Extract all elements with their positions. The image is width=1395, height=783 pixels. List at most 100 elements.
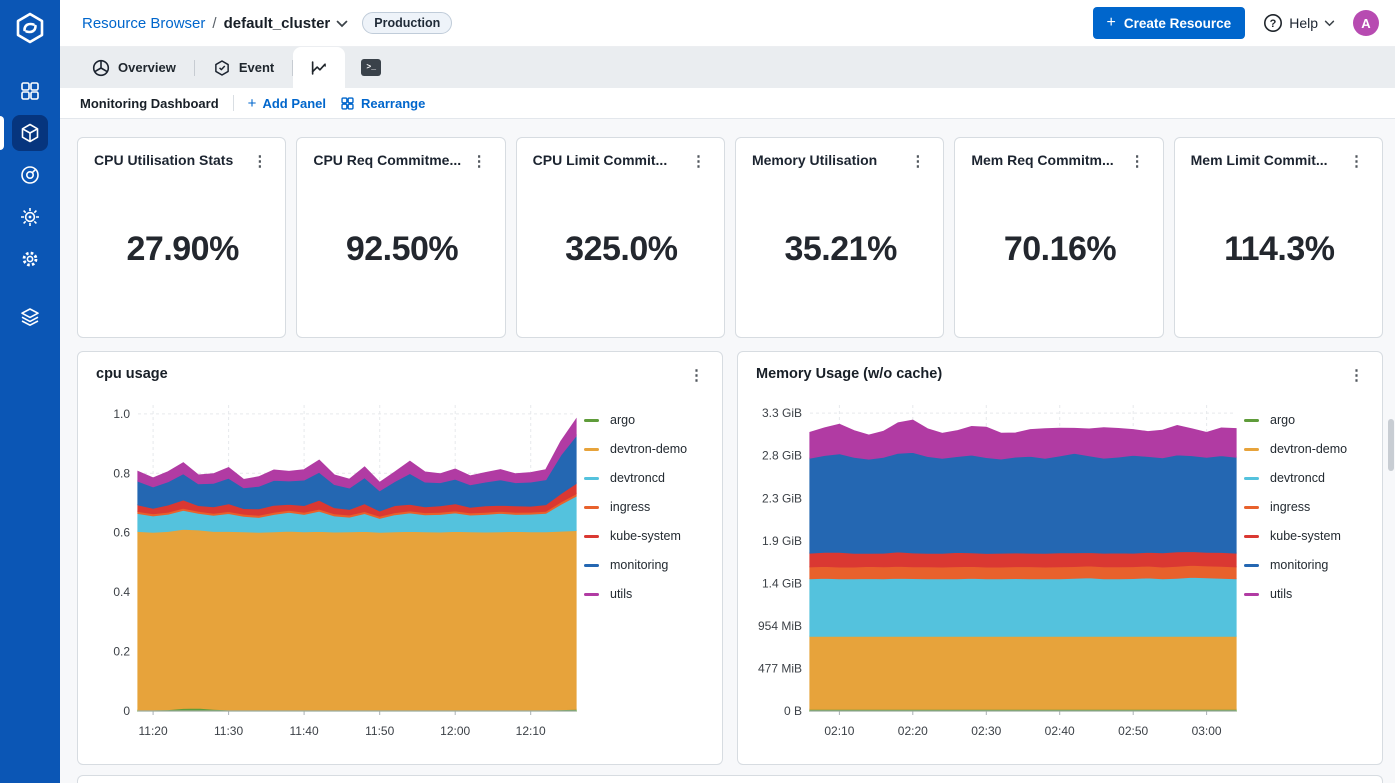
create-resource-button[interactable]: + Create Resource xyxy=(1092,7,1246,39)
svg-text:02:10: 02:10 xyxy=(824,724,854,738)
legend-color-dash xyxy=(1244,447,1259,451)
legend-label: monitoring xyxy=(610,558,669,572)
sidebar-item-settings[interactable] xyxy=(0,238,60,280)
svg-text:1.0: 1.0 xyxy=(113,407,130,421)
breadcrumb-cluster-name: default_cluster xyxy=(223,14,331,32)
card-menu-button[interactable]: ⋮ xyxy=(910,153,926,170)
breadcrumb-resource-browser[interactable]: Resource Browser xyxy=(82,14,206,32)
svg-text:3.3 GiB: 3.3 GiB xyxy=(762,406,802,420)
stat-card: Mem Limit Commit... ⋮ 114.3% xyxy=(1173,137,1383,338)
stack-layers-icon xyxy=(12,299,48,335)
stat-card-title: CPU Req Commitme... xyxy=(313,152,462,168)
stat-card-title: Mem Req Commitm... xyxy=(971,152,1114,168)
legend-label: kube-system xyxy=(1270,529,1341,543)
legend-color-dash xyxy=(1244,563,1259,567)
legend-color-dash xyxy=(584,592,599,596)
legend-label: monitoring xyxy=(1270,558,1329,572)
legend-item[interactable]: kube-system xyxy=(584,529,716,543)
chart-legend: argo devtron-demo devtroncd ingress kube-sys… xyxy=(1244,391,1376,764)
legend-item[interactable]: kube-system xyxy=(1244,529,1376,543)
legend-label: devtron-demo xyxy=(610,442,688,456)
stat-card-value: 35.21% xyxy=(784,229,897,268)
panel-menu-button[interactable]: ⋮ xyxy=(1349,367,1364,384)
stat-card-value: 114.3% xyxy=(1224,229,1335,268)
legend-item[interactable]: argo xyxy=(1244,413,1376,427)
legend-item[interactable]: devtron-demo xyxy=(584,442,716,456)
stat-card: CPU Limit Commit... ⋮ 325.0% xyxy=(515,137,725,338)
legend-label: devtroncd xyxy=(610,471,665,485)
event-cube-icon xyxy=(214,59,229,76)
tab-event[interactable]: Event xyxy=(195,47,292,88)
legend-color-dash xyxy=(584,418,599,422)
svg-text:11:50: 11:50 xyxy=(365,724,394,738)
card-menu-button[interactable]: ⋮ xyxy=(690,153,706,170)
svg-text:11:20: 11:20 xyxy=(139,724,168,738)
stat-card-title: Memory Utilisation xyxy=(751,152,878,168)
card-menu-button[interactable]: ⋮ xyxy=(1129,153,1145,170)
toolbar-divider xyxy=(232,95,234,111)
devtron-logo-icon[interactable] xyxy=(0,0,60,56)
legend-item[interactable]: ingress xyxy=(1244,500,1376,514)
svg-text:0.2: 0.2 xyxy=(113,645,130,659)
stat-card-title: CPU Utilisation Stats xyxy=(94,152,234,168)
legend-label: argo xyxy=(610,413,636,427)
tab-overview[interactable]: Overview xyxy=(74,47,194,88)
legend-label: ingress xyxy=(610,500,651,514)
legend-item[interactable]: devtron-demo xyxy=(1244,442,1376,456)
cluster-chevron-down-icon[interactable] xyxy=(336,15,348,33)
add-panel-button[interactable]: + Add Panel xyxy=(248,95,326,112)
overview-disc-icon xyxy=(92,59,110,76)
svg-text:0 B: 0 B xyxy=(784,704,802,718)
panel-title: Memory Usage (w/o cache) xyxy=(756,366,943,382)
add-panel-label: Add Panel xyxy=(262,95,327,111)
svg-text:?: ? xyxy=(1270,18,1277,30)
dashboard-toolbar: Monitoring Dashboard + Add Panel Rearran… xyxy=(60,88,1395,119)
help-chevron-down-icon xyxy=(1324,20,1335,26)
svg-text:12:10: 12:10 xyxy=(516,724,546,738)
legend-item[interactable]: monitoring xyxy=(1244,558,1376,572)
sidebar-item-resource-browser[interactable] xyxy=(0,112,60,154)
legend-item[interactable]: utils xyxy=(584,587,716,601)
tab-monitoring-dashboard[interactable] xyxy=(293,47,346,88)
card-menu-button[interactable]: ⋮ xyxy=(252,153,268,170)
legend-item[interactable]: utils xyxy=(1244,587,1376,601)
sidebar-item-applications[interactable] xyxy=(0,70,60,112)
legend-label: kube-system xyxy=(610,529,681,543)
rearrange-button[interactable]: Rearrange xyxy=(340,96,425,111)
svg-text:2.3 GiB: 2.3 GiB xyxy=(762,491,802,505)
line-chart-icon xyxy=(312,60,327,75)
vertical-scrollbar-thumb[interactable] xyxy=(1388,419,1394,471)
stat-card: Memory Utilisation ⋮ 35.21% xyxy=(734,137,945,338)
rearrange-label: Rearrange xyxy=(361,95,426,111)
legend-color-dash xyxy=(1244,476,1259,480)
tab-terminal[interactable]: >_ xyxy=(345,47,397,88)
stat-card-title: Mem Limit Commit... xyxy=(1190,152,1328,168)
legend-item[interactable]: ingress xyxy=(584,500,716,514)
svg-text:2.8 GiB: 2.8 GiB xyxy=(762,449,802,463)
legend-color-dash xyxy=(1244,418,1259,422)
svg-text:12:00: 12:00 xyxy=(440,724,470,738)
legend-label: devtroncd xyxy=(1270,471,1325,485)
card-menu-button[interactable]: ⋮ xyxy=(471,153,487,170)
stat-card-value: 70.16% xyxy=(1003,229,1117,268)
svg-text:1.4 GiB: 1.4 GiB xyxy=(762,576,802,590)
sidebar-item-stack-manager[interactable] xyxy=(0,296,60,338)
user-avatar[interactable]: A xyxy=(1353,10,1379,36)
global-config-sun-icon xyxy=(12,199,48,235)
help-menu[interactable]: ? Help xyxy=(1263,13,1335,33)
sidebar-item-global-config[interactable] xyxy=(0,196,60,238)
legend-item[interactable]: devtroncd xyxy=(1244,471,1376,485)
sidebar-item-deployments[interactable] xyxy=(0,154,60,196)
stat-card: CPU Req Commitme... ⋮ 92.50% xyxy=(296,137,506,338)
tab-overview-label: Overview xyxy=(118,60,176,75)
main-area: Resource Browser / default_cluster Produ… xyxy=(60,0,1395,783)
card-menu-button[interactable]: ⋮ xyxy=(1348,153,1364,170)
sidebar xyxy=(0,0,60,783)
legend-item[interactable]: monitoring xyxy=(584,558,716,572)
legend-item[interactable]: argo xyxy=(584,413,716,427)
panel-menu-button[interactable]: ⋮ xyxy=(689,367,704,384)
legend-item[interactable]: devtroncd xyxy=(584,471,716,485)
legend-color-dash xyxy=(1244,534,1259,538)
svg-text:0: 0 xyxy=(123,704,130,718)
